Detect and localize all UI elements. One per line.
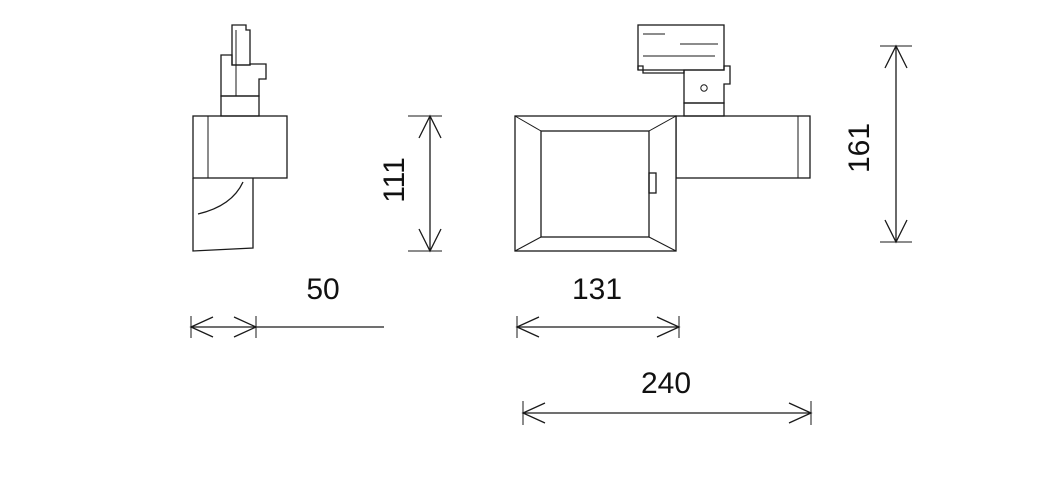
dim-240-label: 240	[641, 367, 691, 400]
front-bevel-tr	[648, 115, 677, 132]
front-rear-housing	[675, 115, 811, 179]
dim-111-label: 111	[378, 157, 411, 203]
dim-height-side: 111	[378, 114, 442, 253]
dim-overall-height: 161	[843, 44, 912, 244]
dim-head-width: 131	[515, 273, 681, 338]
dim-161-label: 161	[843, 123, 876, 173]
dim-overall-length: 240	[521, 367, 813, 425]
front-connector-screw	[700, 84, 708, 92]
dim-131-label: 131	[572, 273, 622, 306]
dim-111-arrow-top	[418, 114, 442, 139]
dim-50-arrow-right	[233, 316, 258, 338]
dim-depth-side: 50	[189, 273, 384, 338]
side-view	[192, 24, 288, 252]
front-head-frame	[514, 115, 677, 252]
dim-131-arrow-right	[656, 316, 681, 338]
front-connector	[683, 65, 731, 104]
side-adapter-cap	[231, 24, 251, 66]
dim-50-arrow-left	[189, 316, 214, 338]
side-adapter-body	[220, 54, 267, 97]
dim-161-arrow-bottom	[884, 219, 908, 244]
front-view	[514, 24, 811, 252]
front-track-adapter	[637, 24, 725, 71]
front-bevel-br	[648, 236, 677, 252]
front-latch	[648, 172, 657, 194]
dim-240-arrow-left	[521, 402, 546, 424]
front-bevel-tl	[514, 115, 542, 132]
dim-131-arrow-left	[515, 316, 540, 338]
side-neck	[220, 95, 260, 117]
front-bevel-bl	[514, 236, 542, 252]
dim-111-arrow-bottom	[418, 228, 442, 253]
dim-161-arrow-top	[884, 44, 908, 69]
front-neck	[683, 102, 725, 117]
side-housing-lower	[192, 178, 254, 252]
dim-50-label: 50	[306, 273, 339, 306]
side-housing-upper	[192, 115, 288, 179]
side-reflector-curve	[197, 181, 244, 215]
dim-240-arrow-right	[788, 402, 813, 424]
